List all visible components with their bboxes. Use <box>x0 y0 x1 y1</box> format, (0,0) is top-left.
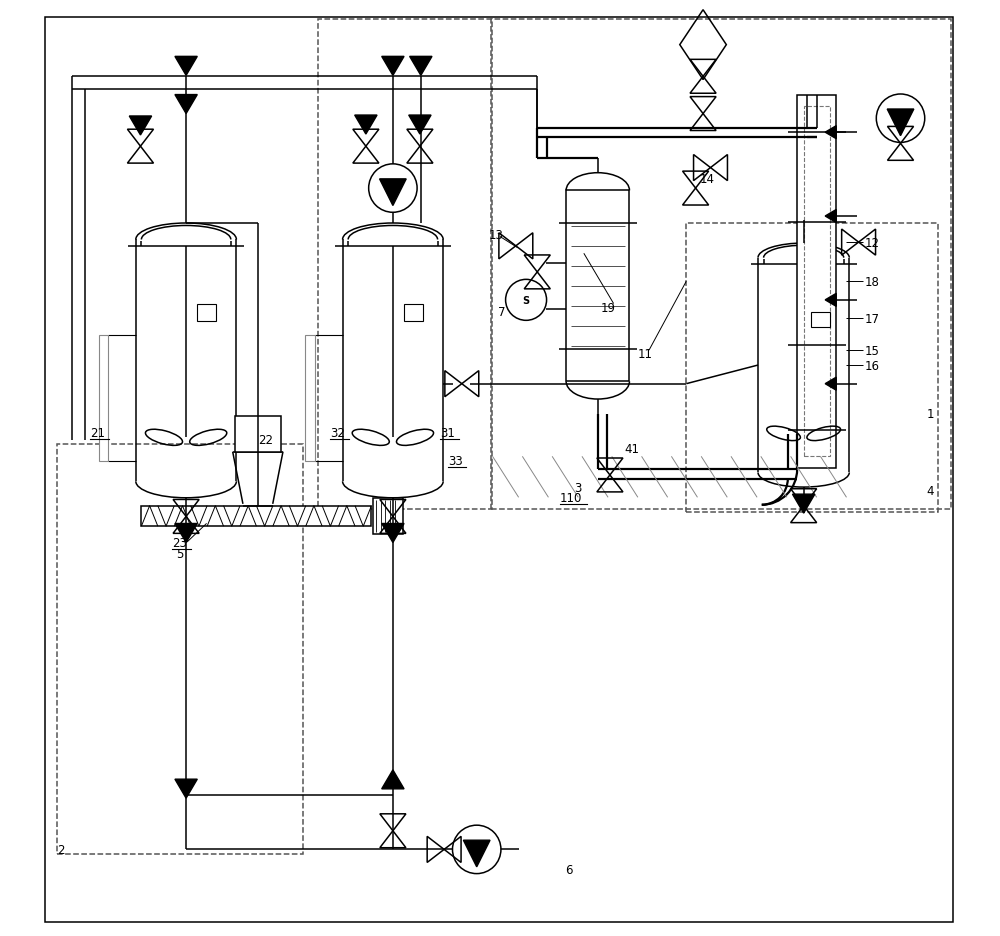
Text: 33: 33 <box>448 454 463 467</box>
Text: 12: 12 <box>864 236 879 249</box>
Polygon shape <box>129 117 152 136</box>
Bar <box>373 499 403 534</box>
Text: 21: 21 <box>90 426 105 439</box>
Text: 14: 14 <box>699 173 714 186</box>
Text: 4: 4 <box>927 485 934 498</box>
Text: 31: 31 <box>440 426 455 439</box>
Bar <box>99 335 108 461</box>
Circle shape <box>506 280 547 321</box>
Text: 110: 110 <box>560 491 582 505</box>
Bar <box>566 191 629 382</box>
Polygon shape <box>380 180 406 206</box>
Text: 5: 5 <box>176 548 183 560</box>
Text: 23: 23 <box>172 536 187 548</box>
Polygon shape <box>175 95 197 114</box>
Text: S: S <box>523 296 530 305</box>
Polygon shape <box>409 116 431 135</box>
Bar <box>797 95 836 468</box>
Text: 1: 1 <box>927 407 934 420</box>
Bar <box>404 305 423 321</box>
Polygon shape <box>355 116 377 135</box>
Bar <box>318 20 492 510</box>
Text: 19: 19 <box>601 301 616 314</box>
Text: 15: 15 <box>864 344 879 358</box>
Bar <box>811 313 830 328</box>
Polygon shape <box>175 524 197 543</box>
Polygon shape <box>382 57 404 76</box>
Text: 16: 16 <box>864 359 879 373</box>
Polygon shape <box>792 494 815 514</box>
Bar <box>686 225 938 513</box>
Polygon shape <box>825 294 836 307</box>
Text: 17: 17 <box>864 313 879 326</box>
Circle shape <box>876 95 925 143</box>
Text: 6: 6 <box>565 864 573 876</box>
Polygon shape <box>175 57 197 76</box>
Circle shape <box>452 826 501 873</box>
Polygon shape <box>382 524 404 543</box>
Text: 3: 3 <box>575 482 582 495</box>
Bar <box>141 506 371 527</box>
Text: 18: 18 <box>864 275 879 288</box>
Bar <box>305 335 315 461</box>
Text: 7: 7 <box>498 305 506 318</box>
Polygon shape <box>382 770 404 789</box>
Bar <box>235 417 281 452</box>
Text: 11: 11 <box>638 348 653 361</box>
Bar <box>491 20 951 510</box>
Polygon shape <box>825 378 836 390</box>
Polygon shape <box>825 211 836 224</box>
Text: 32: 32 <box>330 426 345 439</box>
Text: 41: 41 <box>625 443 640 456</box>
Polygon shape <box>887 110 914 137</box>
Bar <box>57 445 303 855</box>
Bar <box>804 107 830 457</box>
Polygon shape <box>825 126 836 139</box>
Text: 22: 22 <box>258 433 273 446</box>
Polygon shape <box>410 57 432 76</box>
Bar <box>197 305 216 321</box>
Polygon shape <box>175 780 197 798</box>
Text: 13: 13 <box>489 229 504 241</box>
Polygon shape <box>463 841 490 867</box>
Text: 2: 2 <box>58 843 65 856</box>
Circle shape <box>369 165 417 213</box>
